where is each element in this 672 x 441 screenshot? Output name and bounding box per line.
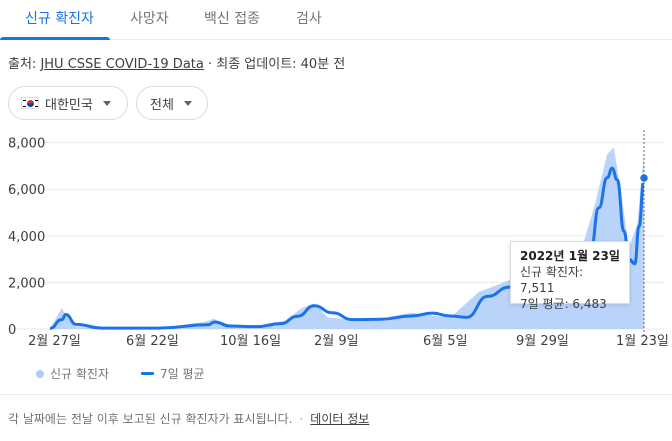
tooltip-new-cases: 신규 확진자: 7,511 xyxy=(520,265,584,295)
y-tick-label: 2,000 xyxy=(8,276,45,291)
legend-new-cases-label: 신규 확진자 xyxy=(50,367,110,381)
region-dropdown[interactable]: 대한민국 xyxy=(8,86,128,120)
x-tick-label: 2월 27일 xyxy=(28,334,81,349)
x-tick-label: 6월 22일 xyxy=(126,334,179,349)
x-tick-label: 10월 16일 xyxy=(220,334,281,349)
data-info-link[interactable]: 데이터 정보 xyxy=(310,412,370,426)
tooltip-seven-day-avg: 7일 평균: 6,483 xyxy=(520,297,607,311)
tab-vaccinations[interactable]: 백신 접종 xyxy=(204,11,260,27)
source-line: 출처: JHU CSSE COVID-19 Data · 최종 업데이트: 40… xyxy=(8,53,345,72)
x-tick-label: 1월 23일 xyxy=(616,334,669,349)
legend-new-cases: 신규 확진자 xyxy=(36,365,109,382)
seven-day-average-line xyxy=(49,166,646,330)
range-dropdown-label: 전체 xyxy=(150,97,174,113)
footer: 각 날짜에는 전날 이후 보고된 신규 확진자가 표시됩니다. · 데이터 정보 xyxy=(8,410,369,427)
legend-dot-icon xyxy=(36,369,44,378)
range-dropdown[interactable]: 전체 xyxy=(136,86,208,120)
legend-seven-day-avg-label: 7일 평균 xyxy=(160,367,205,381)
active-tab-indicator xyxy=(0,37,110,40)
chevron-down-icon xyxy=(183,100,192,106)
footer-separator: · xyxy=(299,412,304,426)
y-tick-label: 8,000 xyxy=(8,137,45,152)
footer-note: 각 날짜에는 전날 이후 보고된 신규 확진자가 표시됩니다. xyxy=(8,412,293,426)
tab-new-cases[interactable]: 신규 확진자 xyxy=(25,11,94,27)
legend-line-icon xyxy=(141,372,154,375)
x-tick-label: 6월 5일 xyxy=(423,334,468,349)
tab-tests[interactable]: 검사 xyxy=(296,11,322,27)
source-link[interactable]: JHU CSSE COVID-19 Data xyxy=(40,57,204,72)
y-tick-label: 0 xyxy=(8,323,16,338)
divider xyxy=(0,394,672,395)
tab-deaths[interactable]: 사망자 xyxy=(130,11,169,27)
daily-cases-area xyxy=(50,147,644,329)
last-updated: · 최종 업데이트: 40분 전 xyxy=(203,57,346,72)
cases-chart[interactable]: 8,000 6,000 4,000 2,000 0 2월 27일 6월 22일 10월 16… xyxy=(0,130,672,360)
y-tick-label: 6,000 xyxy=(8,183,45,198)
x-tick-label: 9월 29일 xyxy=(516,334,569,349)
region-dropdown-label: 대한민국 xyxy=(45,97,93,113)
korea-flag-icon xyxy=(21,97,39,109)
legend-seven-day-avg: 7일 평균 xyxy=(141,365,205,382)
y-tick-label: 4,000 xyxy=(8,230,45,245)
tooltip-date: 2022년 1월 23일 xyxy=(520,249,620,263)
source-prefix: 출처: xyxy=(8,57,41,72)
chevron-down-icon xyxy=(102,100,111,106)
tab-bar: 신규 확진자 사망자 백신 접종 검사 xyxy=(0,0,672,40)
x-tick-label: 2월 9일 xyxy=(314,334,359,349)
chart-tooltip: 2022년 1월 23일 신규 확진자: 7,511 7일 평균: 6,483 xyxy=(510,241,630,311)
